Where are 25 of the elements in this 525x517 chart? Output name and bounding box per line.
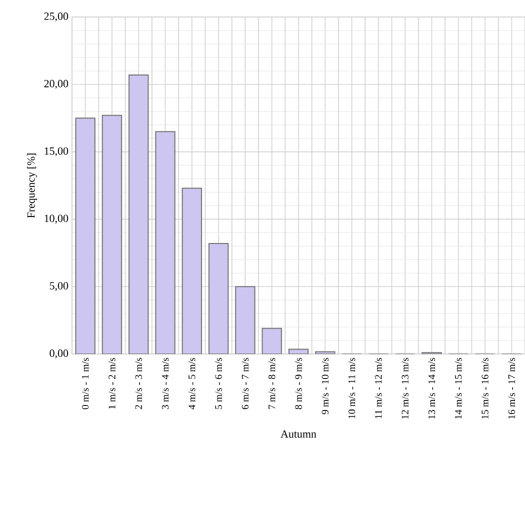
x-tick-label: 0 m/s - 1 m/s [82,358,89,410]
y-tick-label: 10,00 [44,214,68,224]
x-tick-label: 12 m/s - 13 m/s [402,358,408,419]
y-tick-label: 25,00 [44,12,68,22]
x-tick-label: 1 m/s - 2 m/s [108,358,116,409]
x-tick-label: 5 m/s - 6 m/s [215,358,222,409]
x-axis-title: Autumn [280,430,316,438]
y-tick-label: 20,00 [44,80,68,89]
x-tick-label: 13 m/s - 14 m/s [428,358,436,419]
y-tick-label: 15,00 [44,147,68,156]
x-tick-label: 2 m/s - 3 m/s [135,358,142,410]
y-tick-label: 5,00 [50,282,68,292]
x-tick-label: 4 m/s - 5 m/s [188,358,196,410]
x-tick-label: 15 m/s - 16 m/s [482,358,488,419]
x-tick-label: 9 m/s - 10 m/s [322,358,329,414]
x-tick-label: 16 m/s - 17 m/s [508,358,516,419]
x-tick-label: 10 m/s - 11 m/s [348,358,356,418]
y-axis-title: Frequency [%] [27,154,37,218]
y-tick-label: 0,00 [50,350,68,358]
x-tick-label: 6 m/s - 7 m/s [242,358,249,410]
x-tick-label: 8 m/s - 9 m/s [295,358,302,410]
x-tick-label: 11 m/s - 12 m/s [375,358,382,418]
x-tick-label: 3 m/s - 4 m/s [162,358,169,410]
x-tick-label: 7 m/s - 8 m/s [268,358,276,409]
x-tick-label: 14 m/s - 15 m/s [455,358,462,419]
